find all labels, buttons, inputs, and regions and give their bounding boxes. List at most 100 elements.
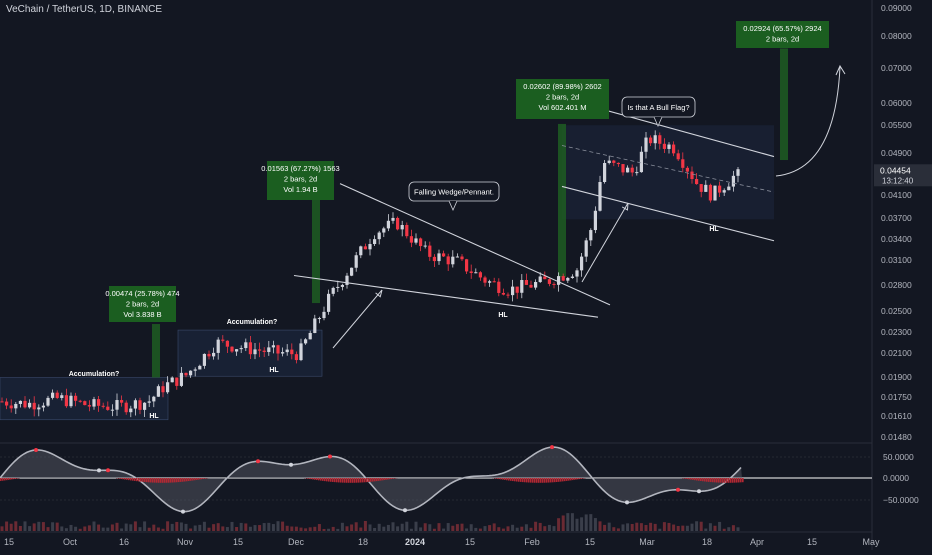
candle-body xyxy=(10,406,13,409)
volume-bar xyxy=(737,527,740,531)
volume-bar xyxy=(258,525,261,531)
candle-body xyxy=(709,185,712,201)
volume-bar xyxy=(396,526,399,531)
oscillator-bar xyxy=(310,478,312,479)
oscillator-bar xyxy=(138,478,140,481)
candle-body xyxy=(267,347,270,352)
measurement-text: Vol 602.401 M xyxy=(539,103,587,112)
volume-bar xyxy=(410,529,413,531)
candle-body xyxy=(585,240,588,256)
oscillator-bar xyxy=(124,478,126,480)
volume-bar xyxy=(254,525,257,531)
volume-bar xyxy=(599,521,602,531)
candle-body xyxy=(198,366,201,370)
oscillator-bar xyxy=(348,478,350,483)
oscillator-bar xyxy=(194,478,196,480)
oscillator-bar xyxy=(496,478,498,479)
measurement-text: Vol 1.94 B xyxy=(283,185,317,194)
candle-body xyxy=(350,268,353,276)
volume-bar xyxy=(116,523,119,531)
oscillator-bar xyxy=(520,478,522,482)
volume-bar xyxy=(111,524,114,531)
volume-bar xyxy=(447,523,450,531)
oscillator-bar xyxy=(574,478,576,480)
volume-bar xyxy=(37,522,40,531)
volume-bar xyxy=(304,528,307,531)
volume-bar xyxy=(645,525,648,531)
bull-flag-box xyxy=(562,125,774,219)
candle-body xyxy=(736,169,739,176)
volume-bar xyxy=(493,523,496,531)
oscillator-bar xyxy=(376,478,378,481)
bull-flag-callout-text: Is that A Bull Flag? xyxy=(627,103,689,112)
measurement-text: 2 bars, 2d xyxy=(546,93,579,102)
price-tick-label: 0.01610 xyxy=(881,411,912,421)
volume-bar xyxy=(355,522,358,531)
oscillator-bar xyxy=(358,478,360,483)
volume-bar xyxy=(300,528,303,531)
volume-bar xyxy=(405,522,408,531)
oscillator-bar xyxy=(554,478,556,482)
volume-bar xyxy=(369,524,372,531)
oscillator-bar xyxy=(528,478,530,483)
volume-bar xyxy=(14,521,17,531)
price-tick-label: 0.07000 xyxy=(881,63,912,73)
oscillator-bar xyxy=(178,478,180,482)
oscillator-bar xyxy=(716,478,718,482)
time-tick-label: 15 xyxy=(807,537,817,547)
price-tick-label: 0.02300 xyxy=(881,327,912,337)
candle-body xyxy=(19,401,22,404)
measurement-text: 2 bars, 2d xyxy=(766,35,799,44)
oscillator-bar xyxy=(570,478,572,480)
oscillator-bar xyxy=(154,478,156,483)
volume-bar xyxy=(277,521,280,531)
oscillator-bar xyxy=(552,478,554,482)
candle-body xyxy=(681,159,684,168)
oscillator-bar xyxy=(702,478,704,481)
oscillator-bar xyxy=(730,478,732,483)
oscillator-bar xyxy=(336,478,338,482)
candle-body xyxy=(658,135,661,144)
volume-bar xyxy=(341,523,344,531)
candle-body xyxy=(437,253,440,261)
measure-bar xyxy=(152,324,160,377)
candle-body xyxy=(217,340,220,353)
candle-body xyxy=(332,288,335,294)
oscillator-bar xyxy=(726,478,728,483)
oscillator-bar xyxy=(340,478,342,483)
volume-bar xyxy=(318,524,321,531)
volume-bar xyxy=(162,529,165,531)
oscillator-bar xyxy=(524,478,526,482)
candle-body xyxy=(419,238,422,246)
candle-body xyxy=(258,349,261,350)
volume-bar xyxy=(608,523,611,531)
candle-body xyxy=(654,135,657,143)
oscillator-bar xyxy=(322,478,324,481)
oscillator-bar xyxy=(550,478,552,482)
oscillator-bar xyxy=(314,478,316,480)
oscillator-bar xyxy=(4,478,6,480)
volume-bar xyxy=(249,527,252,531)
candle-body xyxy=(401,225,404,229)
candle-body xyxy=(612,161,615,163)
time-tick-label: 15 xyxy=(233,537,243,547)
price-tick-label: 0.03700 xyxy=(881,213,912,223)
oscillator-bar xyxy=(202,478,204,479)
oscillator-bar xyxy=(328,478,330,482)
candle-body xyxy=(276,345,279,353)
oscillator-bar xyxy=(180,478,182,482)
candle-body xyxy=(663,144,666,149)
price-tick-label: 0.05500 xyxy=(881,120,912,130)
candle-body xyxy=(667,145,670,149)
volume-bar xyxy=(727,527,730,531)
volume-bar xyxy=(180,522,183,531)
volume-bar xyxy=(359,528,362,531)
candle-body xyxy=(152,397,155,402)
oscillator-bar xyxy=(126,478,128,480)
candle-body xyxy=(686,168,689,172)
volume-bar xyxy=(507,526,510,531)
annotation-label: HL xyxy=(498,312,508,319)
volume-bar xyxy=(502,529,505,531)
